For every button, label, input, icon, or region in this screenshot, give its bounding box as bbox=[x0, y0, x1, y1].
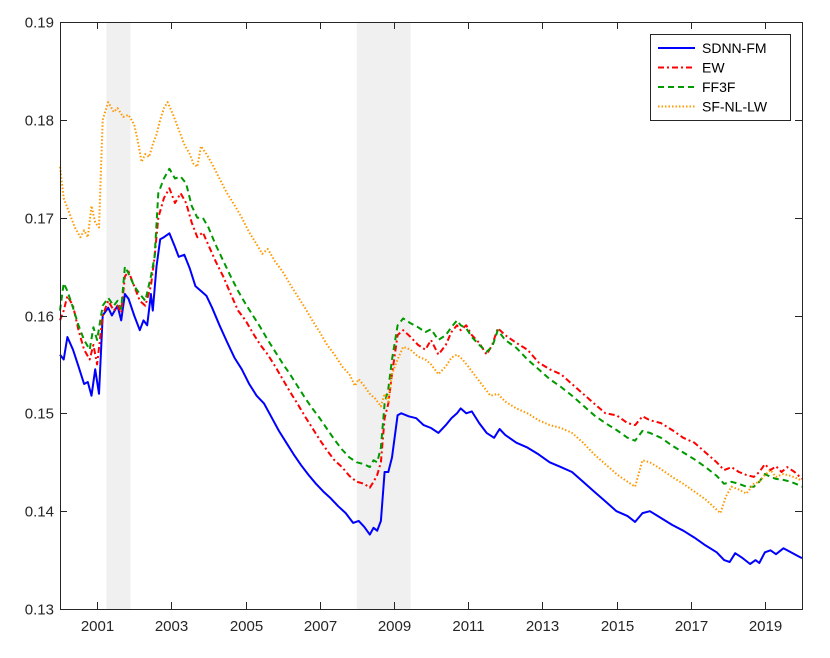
y-tick-label: 0.17 bbox=[25, 211, 54, 228]
series-lines bbox=[59, 101, 803, 565]
y-tick-label: 0.18 bbox=[25, 113, 54, 130]
legend-label: SDNN-FM bbox=[702, 40, 767, 56]
x-tick-label: 2009 bbox=[378, 618, 411, 635]
x-axis: 2001 2003 2005 2007 2009 2011 2013 2015 2017 2019 bbox=[81, 22, 782, 635]
x-tick-label: 2019 bbox=[749, 618, 782, 635]
x-tick-label: 2001 bbox=[81, 618, 114, 635]
y-tick-label: 0.13 bbox=[25, 602, 54, 619]
recession-shading bbox=[106, 22, 411, 609]
legend: SDNN-FM EW FF3F SF-NL-LW bbox=[650, 34, 791, 121]
legend-label: EW bbox=[702, 60, 725, 76]
legend-label: SF-NL-LW bbox=[702, 99, 768, 115]
series-line-sdnn-fm bbox=[59, 232, 803, 565]
y-tick-label: 0.15 bbox=[25, 406, 54, 423]
shaded-period-2 bbox=[356, 22, 411, 609]
y-tick-label: 0.16 bbox=[25, 309, 54, 326]
y-axis: 0.13 0.14 0.15 0.16 0.17 0.18 0.19 bbox=[25, 15, 802, 619]
y-tick-label: 0.14 bbox=[25, 504, 54, 521]
x-tick-label: 2015 bbox=[601, 618, 634, 635]
legend-label: FF3F bbox=[702, 79, 735, 95]
x-tick-label: 2011 bbox=[452, 618, 484, 635]
x-tick-label: 2007 bbox=[304, 618, 337, 635]
series-line-ff3f bbox=[59, 167, 803, 488]
series-line-ew bbox=[59, 187, 803, 489]
x-tick-label: 2003 bbox=[155, 618, 188, 635]
x-tick-label: 2013 bbox=[526, 618, 559, 635]
x-tick-label: 2005 bbox=[230, 618, 263, 635]
x-tick-label: 2017 bbox=[675, 618, 708, 635]
y-tick-label: 0.19 bbox=[25, 15, 54, 32]
series-line-sf-nl-lw bbox=[59, 101, 803, 515]
shaded-period-1 bbox=[106, 22, 131, 609]
